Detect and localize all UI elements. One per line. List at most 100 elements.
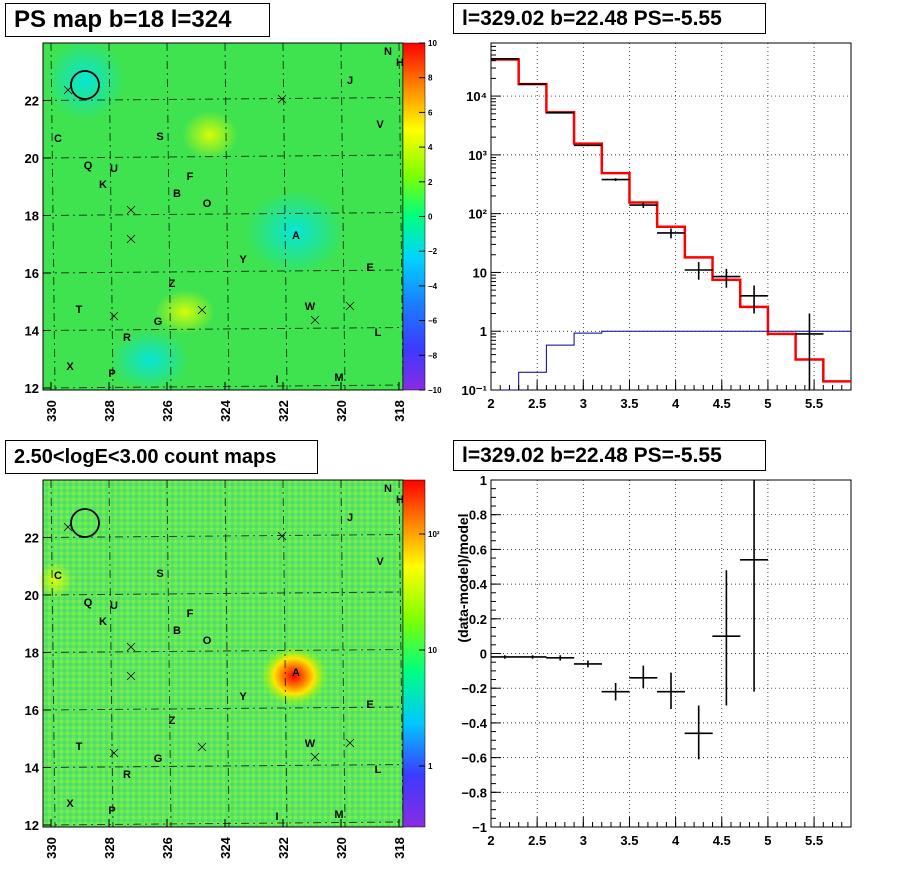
x-tick-label: 322	[276, 400, 291, 422]
x-tick-label: 3.5	[620, 833, 638, 848]
ps-map-source-circle	[70, 70, 100, 100]
y-tick-label: 10⁴	[466, 89, 487, 104]
x-tick-label: 328	[102, 400, 117, 422]
y-tick-label: 0.8	[469, 508, 487, 523]
x-tick-label: 318	[392, 400, 407, 422]
y-tick-label: −1	[472, 820, 487, 835]
data-point-errorbar	[629, 202, 658, 208]
x-tick-label: 4.5	[713, 833, 731, 848]
y-tick-label: 20	[25, 151, 39, 166]
longitude-line	[166, 42, 172, 391]
latitude-line	[42, 154, 404, 159]
y-tick-label: 22	[25, 531, 39, 546]
ps-colorbar-ticks: 10 8 6 4 2 0 −2 −4 −6 −8 −10	[402, 39, 442, 395]
source-label: O	[203, 635, 212, 647]
y-tick-label: 10⁻¹	[461, 383, 487, 398]
source-label: T	[76, 741, 83, 753]
spectrum-chart: 2 2.5 3 3.5 4 4.5 5 5.5 10⁻¹ 1 10 10² 10³ 10⁴	[461, 42, 852, 411]
count-map-source-blob	[260, 646, 328, 706]
data-point-errorbar	[546, 111, 575, 114]
source-label: S	[156, 131, 163, 143]
longitude-line	[108, 479, 114, 828]
y-tick-label: 18	[25, 209, 39, 224]
y-tick-label: 22	[25, 94, 39, 109]
colorbar-tick-label: −6	[428, 317, 438, 326]
source-label: K	[99, 179, 107, 191]
latitude-line	[42, 649, 404, 653]
x-tick-label: 5.5	[805, 396, 823, 411]
count-map-grid	[42, 479, 404, 828]
x-tick-label: 318	[392, 837, 407, 859]
residual-point-errorbar	[546, 655, 575, 661]
y-tick-label: 16	[25, 266, 39, 281]
source-label: H	[396, 57, 404, 69]
data-point-errorbar	[657, 228, 685, 239]
source-label: G	[154, 316, 163, 328]
x-tick-label: 322	[276, 837, 291, 859]
latitude-line	[42, 764, 404, 768]
data-point-errorbar	[740, 285, 769, 314]
source-cross-marker	[277, 94, 287, 104]
longitude-line	[50, 479, 56, 828]
colorbar-tick-label: −4	[428, 282, 438, 291]
residual-point-errorbar	[601, 682, 630, 701]
count-map-source-circle	[70, 508, 100, 538]
latitude-line	[42, 212, 404, 216]
residual-point-errorbar	[684, 705, 713, 760]
y-tick-label: 18	[25, 646, 39, 661]
y-tick-label: 0	[480, 647, 487, 662]
source-label: M	[334, 372, 343, 384]
data-point-errorbar	[601, 178, 630, 181]
source-label: J	[347, 75, 353, 87]
source-cross-marker	[197, 742, 207, 752]
count-colorbar-ticks: 10² 10 1	[402, 479, 440, 828]
x-tick-label: 2	[487, 833, 494, 848]
source-label: Z	[169, 278, 176, 290]
source-cross-marker	[277, 531, 287, 541]
source-label: Z	[169, 715, 176, 727]
source-label: F	[187, 608, 194, 620]
data-point-errorbar	[573, 144, 602, 147]
source-label: O	[203, 198, 212, 210]
source-label: C	[54, 133, 62, 145]
residual-title: l=329.02 b=22.48 PS=-5.55	[453, 440, 766, 471]
data-point-errorbar	[684, 262, 713, 280]
colorbar-frame	[402, 479, 426, 828]
source-label: R	[123, 769, 131, 781]
y-tick-label: −0.6	[461, 751, 487, 766]
longitude-line	[398, 479, 404, 828]
source-label: F	[187, 171, 194, 183]
source-label: B	[173, 625, 181, 637]
x-tick-label: 324	[218, 836, 233, 858]
longitude-line	[340, 479, 346, 828]
x-tick-label: 5	[764, 396, 771, 411]
latitude-line	[42, 706, 404, 711]
colorbar-tick-label: −10	[428, 386, 442, 395]
longitude-line	[166, 479, 172, 828]
longitude-line	[108, 42, 114, 391]
source-cross-marker	[109, 748, 119, 758]
ps-map-cyan-blob	[245, 190, 345, 274]
ps-map-yellow-blob	[182, 111, 238, 159]
source-label: U	[110, 163, 118, 175]
source-label: I	[275, 811, 278, 823]
ps-map-cyan-blob	[45, 40, 125, 120]
latitude-line	[42, 97, 404, 101]
y-tick-label: 20	[25, 588, 39, 603]
source-cross-marker	[310, 315, 320, 325]
x-tick-label: 3	[580, 396, 587, 411]
ps-map-title: PS map b=18 l=324	[5, 3, 270, 37]
latitude-line	[42, 384, 404, 389]
residual-series	[490, 480, 769, 760]
latitude-line	[42, 269, 404, 274]
colorbar-tick-label: 8	[428, 74, 433, 83]
spectrum-series	[490, 58, 851, 391]
source-label: P	[108, 368, 115, 380]
source-cross-marker	[63, 522, 73, 532]
y-tick-label: 0.6	[469, 542, 487, 557]
source-label: N	[384, 46, 392, 58]
source-label: M	[334, 809, 343, 821]
colorbar-tick-label: 10²	[428, 530, 440, 539]
source-label: N	[384, 483, 392, 495]
ps-map-panel: NH J C V S Q UK FB O A Y E Z W T G R L X P I M 330 328 326 324 32…	[25, 39, 443, 422]
